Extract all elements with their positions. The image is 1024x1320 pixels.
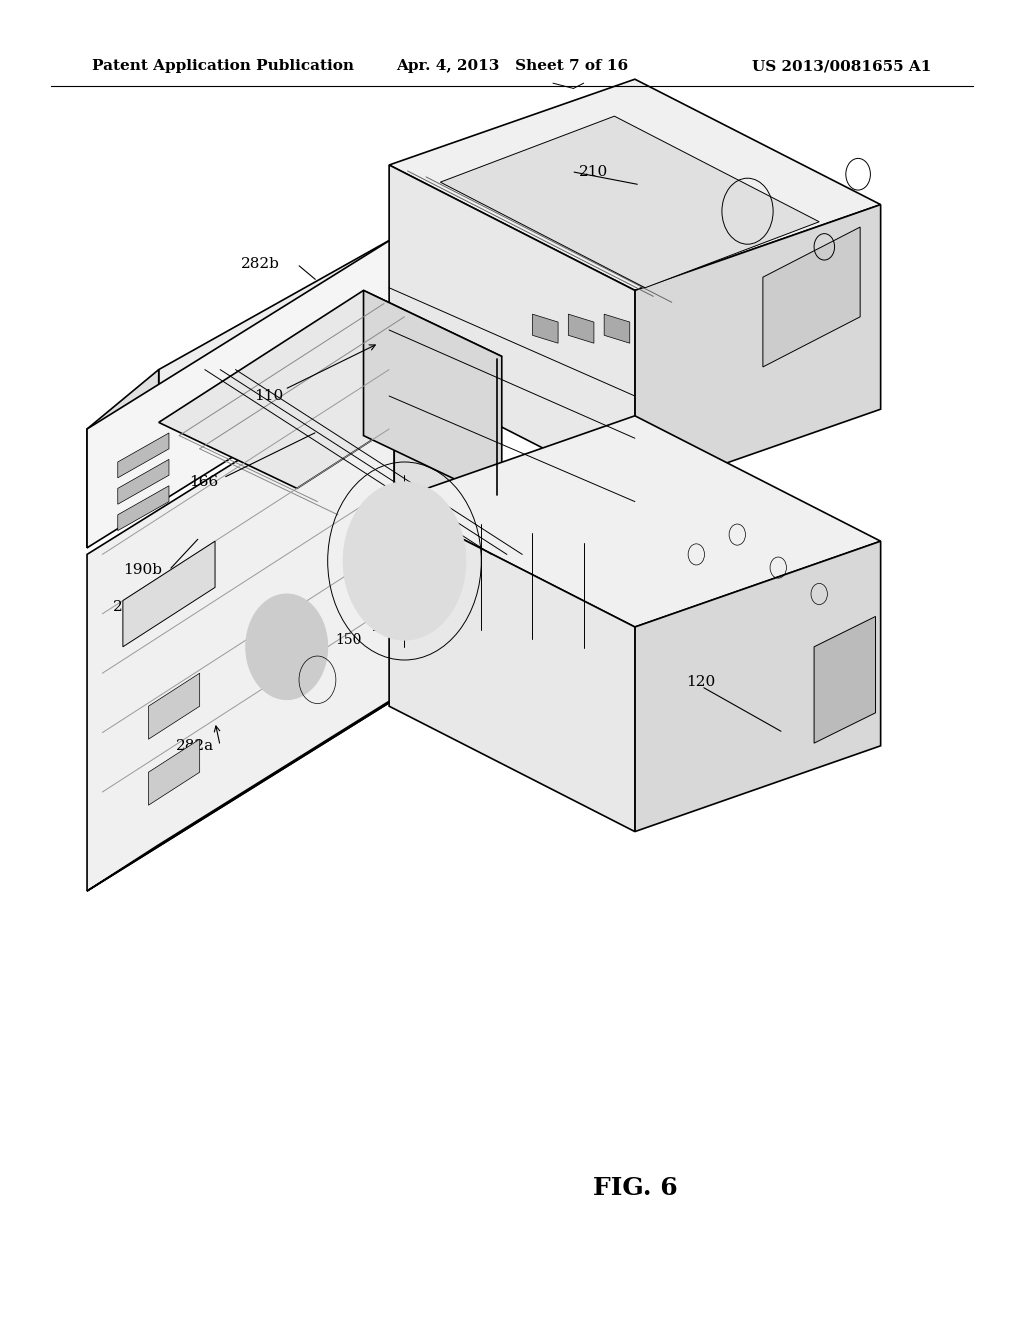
Polygon shape xyxy=(568,314,594,343)
Polygon shape xyxy=(159,290,502,488)
Polygon shape xyxy=(389,416,881,627)
Text: US 2013/0081655 A1: US 2013/0081655 A1 xyxy=(753,59,932,74)
Polygon shape xyxy=(87,363,394,891)
Polygon shape xyxy=(440,116,819,288)
Polygon shape xyxy=(635,205,881,495)
Text: 110: 110 xyxy=(254,389,284,403)
Polygon shape xyxy=(118,486,169,531)
Polygon shape xyxy=(148,673,200,739)
Text: 166: 166 xyxy=(189,475,219,488)
Text: 210: 210 xyxy=(579,165,608,178)
Polygon shape xyxy=(87,370,159,548)
Polygon shape xyxy=(532,314,558,343)
Polygon shape xyxy=(159,238,394,488)
Polygon shape xyxy=(635,541,881,832)
Text: 282a: 282a xyxy=(176,739,214,752)
Polygon shape xyxy=(604,314,630,343)
Text: 120: 120 xyxy=(686,676,716,689)
Text: 160: 160 xyxy=(379,594,406,607)
Text: 284: 284 xyxy=(113,601,141,614)
Polygon shape xyxy=(389,502,635,832)
Text: Apr. 4, 2013   Sheet 7 of 16: Apr. 4, 2013 Sheet 7 of 16 xyxy=(396,59,628,74)
Polygon shape xyxy=(118,459,169,504)
Polygon shape xyxy=(118,433,169,478)
Text: FIG. 6: FIG. 6 xyxy=(593,1176,677,1200)
Polygon shape xyxy=(148,739,200,805)
Polygon shape xyxy=(814,616,876,743)
Circle shape xyxy=(343,482,466,640)
Text: 190b: 190b xyxy=(123,564,162,577)
Text: Patent Application Publication: Patent Application Publication xyxy=(92,59,354,74)
Circle shape xyxy=(246,594,328,700)
Polygon shape xyxy=(123,541,215,647)
Polygon shape xyxy=(364,290,502,502)
Text: 190: 190 xyxy=(371,620,397,634)
Polygon shape xyxy=(394,317,466,700)
Text: 150: 150 xyxy=(335,634,361,647)
Polygon shape xyxy=(87,653,466,891)
Polygon shape xyxy=(389,165,635,495)
Polygon shape xyxy=(389,79,881,290)
Polygon shape xyxy=(763,227,860,367)
Polygon shape xyxy=(87,238,394,548)
Text: 282b: 282b xyxy=(241,257,280,271)
